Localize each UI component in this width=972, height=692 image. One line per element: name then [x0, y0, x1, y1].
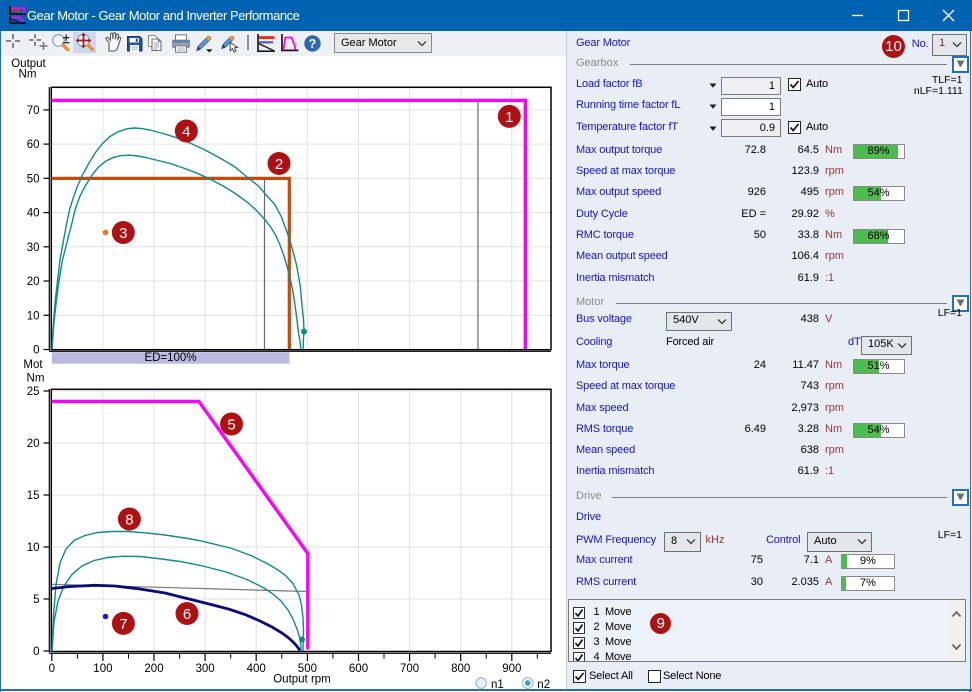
svg-text:3: 3	[119, 225, 127, 242]
svg-text:10: 10	[27, 310, 40, 322]
svg-text:0: 0	[33, 345, 39, 357]
svg-text:400: 400	[247, 663, 266, 675]
svg-text:20: 20	[27, 438, 40, 450]
svg-text:700: 700	[400, 663, 419, 675]
svg-text:10: 10	[27, 542, 40, 554]
svg-text:300: 300	[196, 663, 215, 675]
svg-text:50: 50	[27, 173, 40, 185]
svg-text:20: 20	[27, 276, 40, 288]
svg-text:Mot: Mot	[23, 359, 43, 371]
svg-text:2: 2	[275, 156, 283, 173]
svg-text:70: 70	[27, 105, 40, 117]
svg-text:15: 15	[27, 490, 40, 502]
svg-text:6: 6	[183, 606, 191, 623]
svg-text:25: 25	[27, 386, 40, 398]
svg-text:ED=100%: ED=100%	[144, 352, 196, 364]
svg-text:n2: n2	[537, 679, 550, 691]
svg-text:Output rpm: Output rpm	[273, 674, 331, 686]
svg-text:500: 500	[298, 663, 317, 675]
svg-text:Nm: Nm	[27, 373, 45, 385]
svg-text:0: 0	[49, 663, 55, 675]
svg-text:600: 600	[349, 663, 368, 675]
svg-text:8: 8	[125, 511, 133, 528]
svg-text:60: 60	[27, 139, 40, 151]
svg-text:5: 5	[33, 594, 39, 606]
svg-text:Output: Output	[11, 58, 46, 70]
svg-text:7: 7	[119, 616, 127, 633]
svg-text:5: 5	[227, 416, 235, 433]
svg-text:40: 40	[27, 208, 40, 220]
svg-text:n1: n1	[491, 679, 504, 691]
svg-text:900: 900	[502, 663, 521, 675]
svg-text:30: 30	[27, 242, 40, 254]
svg-text:1: 1	[505, 109, 513, 126]
svg-text:?: ?	[308, 37, 316, 51]
svg-text:800: 800	[451, 663, 470, 675]
svg-text:100: 100	[93, 663, 112, 675]
svg-text:Nm: Nm	[19, 69, 37, 81]
svg-text:0: 0	[33, 646, 39, 658]
svg-text:200: 200	[144, 663, 163, 675]
svg-text:4: 4	[182, 123, 190, 140]
